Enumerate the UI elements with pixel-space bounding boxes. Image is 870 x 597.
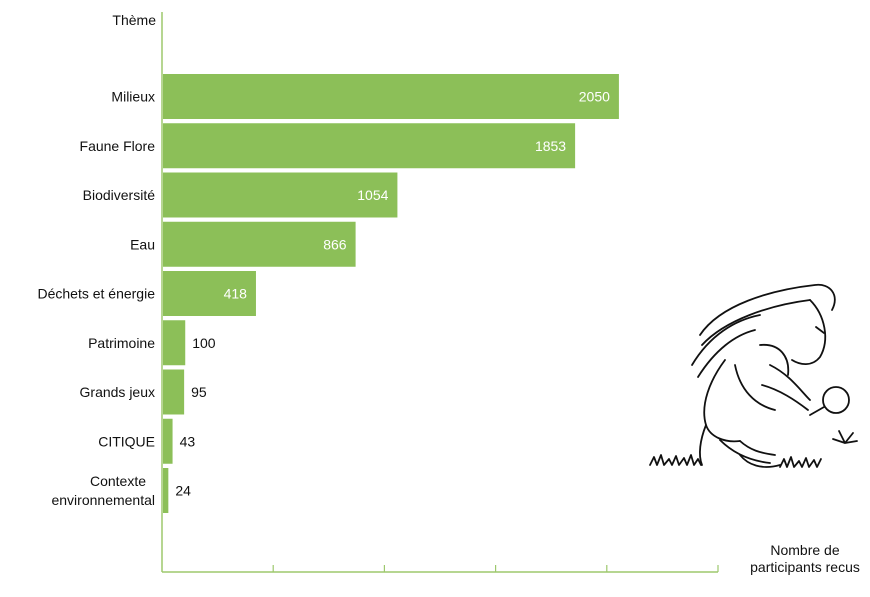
category-label: Contexte [90, 473, 146, 489]
category-label: environnemental [51, 492, 155, 508]
x-axis-title: Nombre de participants recus [750, 542, 860, 575]
bar-value-label: 866 [323, 236, 347, 252]
category-label: CITIQUE [98, 433, 155, 449]
bar-3 [163, 221, 356, 267]
bar-value-label: 2050 [579, 89, 610, 105]
bar-value-label: 24 [175, 483, 191, 499]
category-label: Faune Flore [80, 138, 156, 154]
category-label: Déchets et énergie [37, 286, 155, 302]
bar-value-label: 1054 [357, 187, 388, 203]
bar-value-label: 1853 [535, 138, 566, 154]
bar-1 [163, 123, 576, 169]
bar-value-label: 43 [180, 433, 196, 449]
category-label: Patrimoine [88, 335, 155, 351]
bar-0 [163, 74, 619, 119]
bar-8 [163, 468, 169, 513]
bar-7 [163, 418, 173, 464]
category-label: Grands jeux [80, 384, 155, 400]
category-label: Eau [130, 236, 155, 252]
bar-value-label: 418 [224, 286, 248, 302]
y-axis-title: Thème [112, 12, 156, 28]
child-with-magnifying-glass-icon [649, 283, 858, 468]
bar-value-label: 95 [191, 384, 207, 400]
bar-2 [163, 172, 398, 218]
bar-5 [163, 320, 186, 366]
category-label: Milieux [111, 89, 155, 105]
bar-6 [163, 369, 185, 415]
bar-4 [163, 271, 256, 316]
bar-value-label: 100 [192, 335, 216, 351]
category-label: Biodiversité [83, 187, 156, 203]
